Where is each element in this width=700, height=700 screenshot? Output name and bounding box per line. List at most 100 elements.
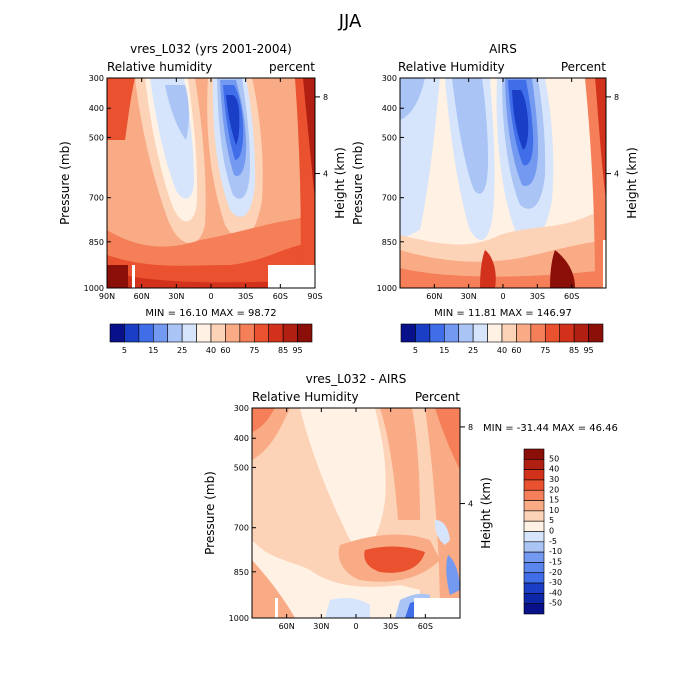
colorbar: 5 15 25 40 60 75 85 95 (400, 323, 604, 355)
colorbar: 5 15 25 40 60 75 85 95 (109, 323, 313, 355)
figure-title: JJA (338, 11, 362, 32)
colorbar-label: 75 (540, 346, 550, 355)
x-tick-label: 30N (313, 622, 329, 631)
y-tick-label: 300 (89, 74, 104, 83)
y-tick-label: 500 (89, 133, 104, 142)
colorbar-label: -40 (549, 588, 562, 597)
colorbar-swatch (282, 323, 298, 343)
colorbar-label: 5 (549, 516, 554, 525)
stats-text: MIN = 16.10 MAX = 98.72 (145, 308, 276, 319)
colorbar-swatch (523, 459, 545, 470)
field-label: Relative humidity (107, 60, 212, 74)
stats-text: MIN = 11.81 MAX = 146.97 (434, 308, 572, 319)
y-tick-label: 300 (382, 74, 397, 83)
colorbar-swatch (523, 510, 545, 522)
colorbar-swatch (523, 500, 545, 512)
colorbar-label: 95 (292, 346, 302, 355)
panel-model: vres_L032 (yrs 2001-2004) Relative humid… (58, 42, 347, 355)
y-tick-label: 700 (382, 194, 397, 203)
colorbar-label: 30 (549, 475, 559, 484)
colorbar-label: 0 (549, 527, 554, 536)
colorbar-swatch (109, 323, 125, 343)
x-tick-label: 30S (530, 292, 545, 301)
y2-tick-label: 4 (468, 500, 473, 509)
colorbar-label: 75 (249, 346, 259, 355)
colorbar-swatch (523, 489, 545, 501)
contour-field (252, 408, 460, 618)
colorbar-label: 60 (220, 346, 230, 355)
colorbar-swatch (196, 323, 212, 343)
y-tick-label: 500 (234, 463, 249, 472)
colorbar-label: 15 (439, 346, 449, 355)
y2-axis-label: Height (km) (479, 477, 493, 548)
colorbar-label: 20 (549, 485, 559, 494)
axes: 300 400 500 700 850 1000 8 4 90N 60N 30N 0 30S 60S 90S (84, 74, 328, 301)
colorbar-label: -10 (549, 547, 562, 556)
colorbar-label: 85 (278, 346, 288, 355)
panel-title: vres_L032 - AIRS (306, 372, 407, 386)
colorbar-swatch (544, 323, 561, 343)
colorbar-swatch (523, 541, 545, 553)
y-tick-label: 700 (234, 524, 249, 533)
y-tick-label: 1000 (84, 284, 104, 293)
colorbar-label: 15 (549, 496, 559, 505)
y-axis-label: Pressure (mb) (203, 471, 217, 555)
y2-tick-label: 8 (323, 93, 328, 102)
y-axis-label: Pressure (mb) (58, 141, 72, 225)
colorbar-swatch (523, 551, 545, 563)
y-tick-label: 1000 (377, 284, 397, 293)
colorbar-label: 15 (148, 346, 158, 355)
colorbar-swatch (573, 323, 589, 343)
colorbar-swatch (181, 323, 197, 343)
colorbar-label: 25 (468, 346, 478, 355)
colorbar-label: 50 (549, 454, 559, 463)
x-tick-label: 90N (99, 292, 115, 301)
colorbar-label: 40 (497, 346, 507, 355)
colorbar-swatch (523, 572, 545, 584)
unit-label: Percent (561, 60, 606, 74)
colorbar-swatch (487, 323, 503, 343)
colorbar-swatch (297, 323, 313, 343)
colorbar-swatch (138, 323, 154, 343)
colorbar-swatch (415, 323, 431, 343)
field-label: Relative Humidity (252, 390, 359, 404)
colorbar-swatch (167, 323, 183, 343)
y-tick-label: 700 (89, 194, 104, 203)
colorbar-label: -30 (549, 578, 562, 587)
unit-label: percent (269, 60, 315, 74)
panel-airs: AIRS Relative Humidity Percent Pressure … (351, 42, 639, 355)
colorbar-swatch (523, 520, 545, 532)
colorbar-swatch (152, 323, 169, 343)
colorbar-swatch (458, 323, 474, 343)
y-tick-label: 400 (89, 104, 104, 113)
colorbar-swatch (523, 562, 545, 574)
x-tick-label: 60S (273, 292, 288, 301)
y-tick-label: 1000 (229, 614, 249, 623)
y-tick-label: 400 (382, 104, 397, 113)
colorbar-swatch (523, 448, 545, 460)
colorbar-swatch (523, 531, 545, 543)
colorbar-label: 85 (569, 346, 579, 355)
colorbar-swatch (225, 323, 241, 343)
y-tick-label: 850 (89, 238, 104, 247)
x-tick-label: 60N (134, 292, 150, 301)
x-tick-label: 30N (461, 292, 477, 301)
x-tick-label: 60S (418, 622, 433, 631)
colorbar-swatch (588, 323, 604, 343)
colorbar-swatch (210, 323, 226, 343)
x-tick-label: 30S (238, 292, 253, 301)
y2-tick-label: 8 (468, 423, 473, 432)
colorbar-label: 60 (511, 346, 521, 355)
colorbar-swatch (523, 603, 545, 615)
x-tick-label: 60N (279, 622, 295, 631)
y2-tick-label: 8 (614, 93, 619, 102)
colorbar-swatch (523, 479, 545, 491)
x-tick-label: 0 (500, 292, 505, 301)
axes: 300 400 500 700 850 1000 8 4 60N 30N 0 30S 60S (229, 404, 473, 631)
colorbar-label: 25 (177, 346, 187, 355)
colorbar-swatch (523, 469, 545, 481)
colorbar-label: 5 (413, 346, 418, 355)
colorbar-swatch (516, 323, 532, 343)
